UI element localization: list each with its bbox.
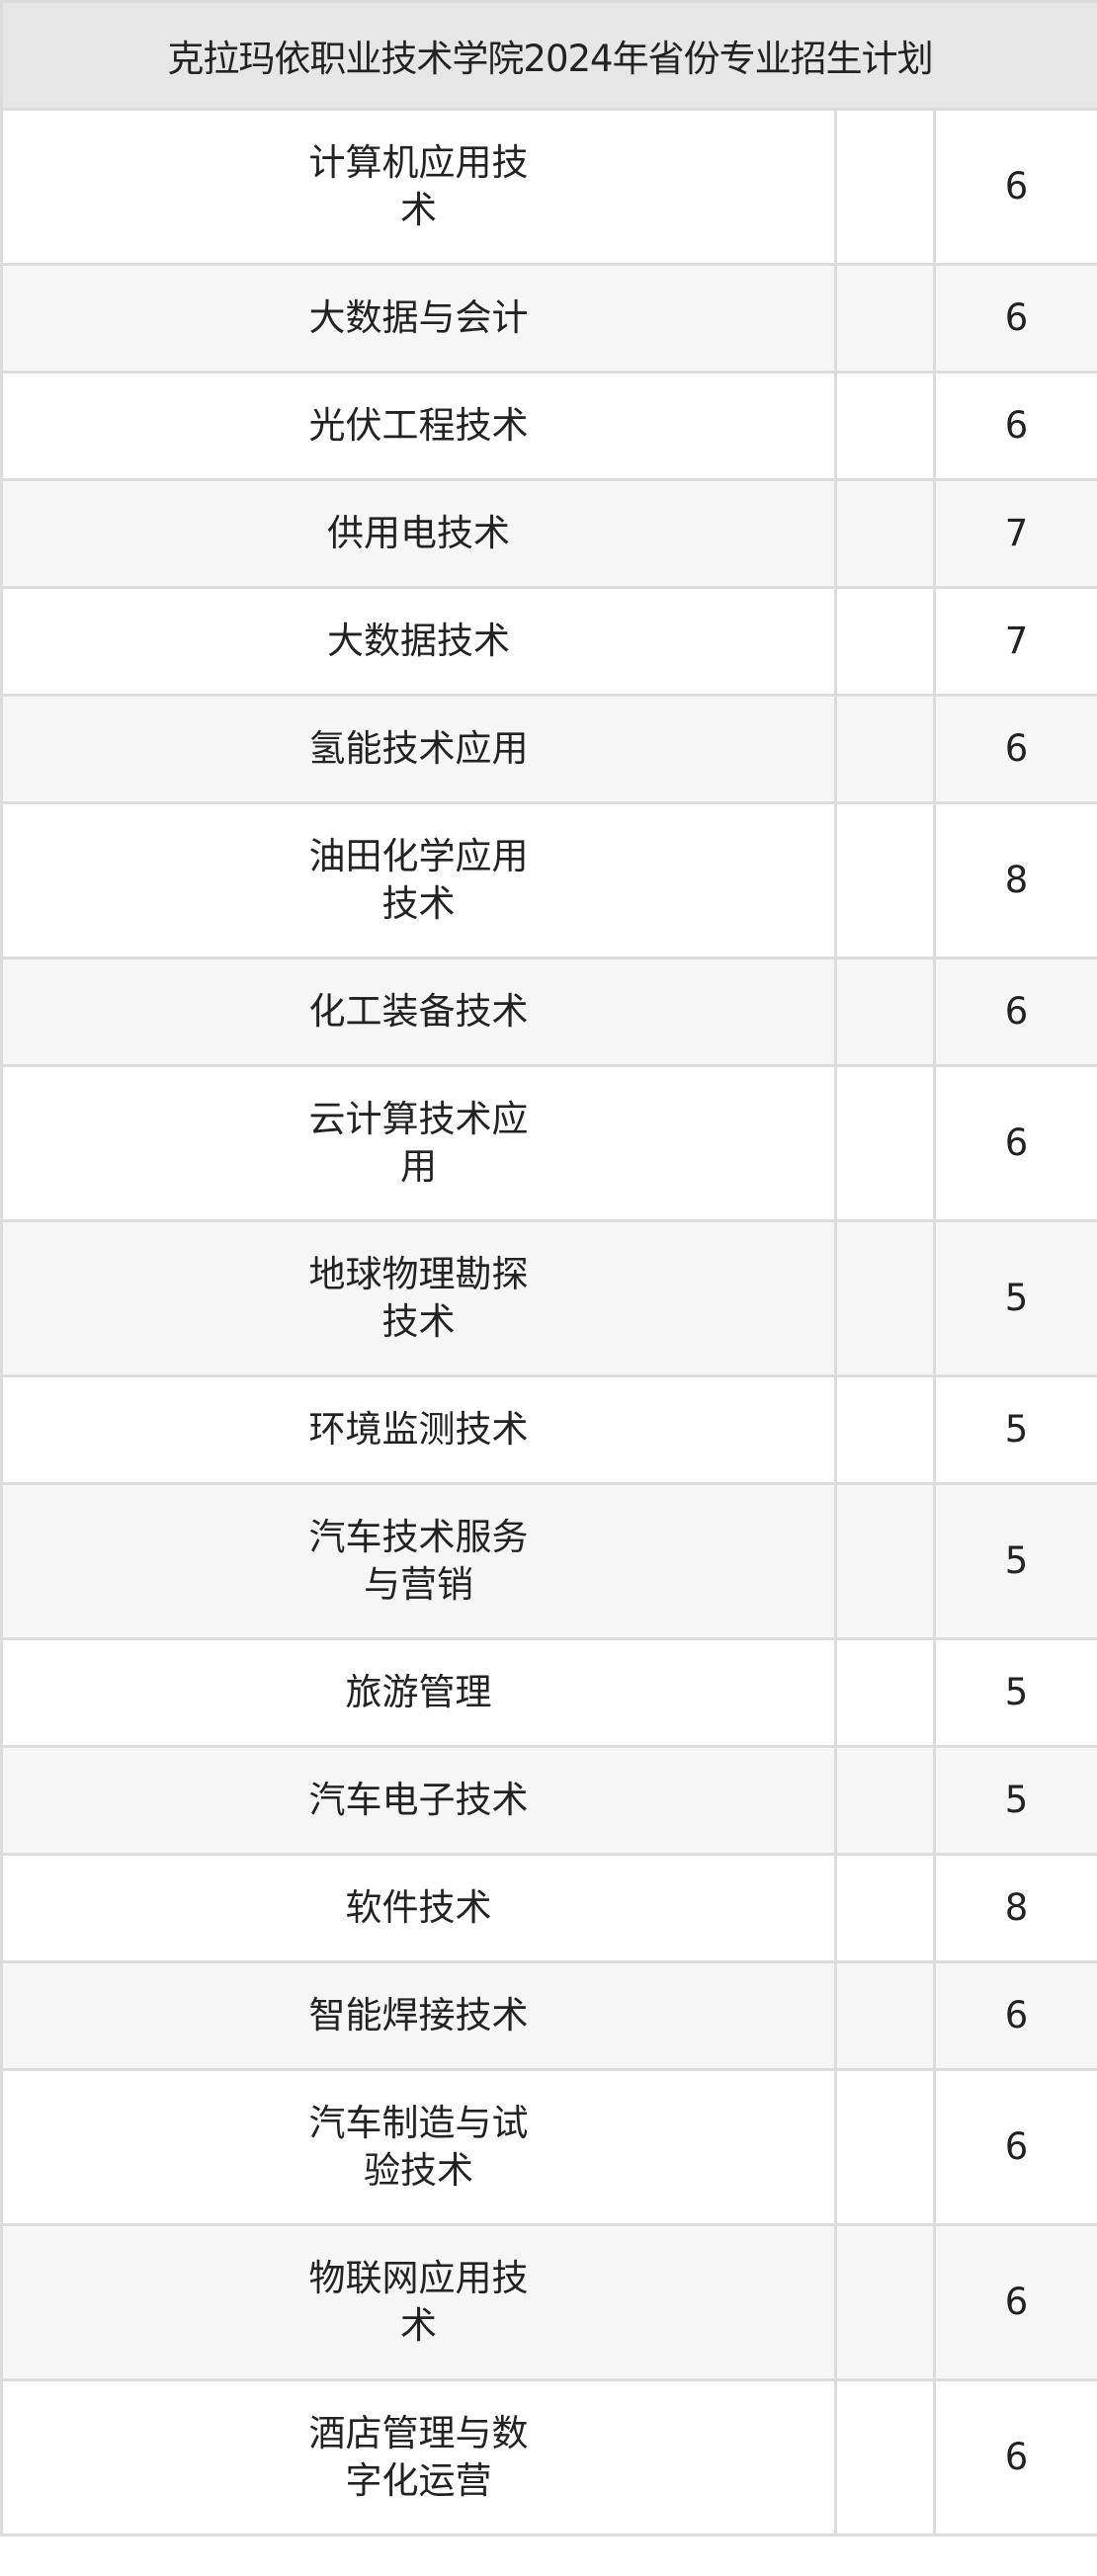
count-cell: 6 — [932, 371, 1097, 481]
major-name: 化工装备技术 — [308, 990, 529, 1033]
major-name: 大数据与会计 — [308, 296, 529, 339]
major-name: 大数据技术 — [327, 620, 510, 662]
count-cell: 8 — [932, 801, 1097, 959]
count-cell: 6 — [932, 956, 1097, 1067]
major-name: 供用电技术 — [327, 512, 510, 554]
count-cell: 5 — [932, 1637, 1097, 1748]
major-name: 汽车制造与试验技术 — [308, 2102, 529, 2192]
table-row: 地球物理勘探技术 5 — [0, 1219, 1097, 1377]
extra-cell — [834, 1219, 936, 1377]
major-cell: 汽车技术服务与营销 — [0, 1482, 837, 1640]
table-row: 计算机应用技术 6 — [0, 108, 1097, 266]
extra-cell — [834, 694, 936, 804]
count-cell: 6 — [932, 263, 1097, 374]
major-cell: 环境监测技术 — [0, 1374, 837, 1485]
table-row: 智能焊接技术 6 — [0, 1960, 1097, 2071]
major-name: 智能焊接技术 — [308, 1994, 529, 2036]
major-name: 计算机应用技术 — [308, 141, 529, 231]
major-name: 汽车电子技术 — [308, 1779, 529, 1821]
major-name: 软件技术 — [345, 1886, 492, 1929]
table-row: 物联网应用技术 6 — [0, 2223, 1097, 2381]
table-row: 汽车技术服务与营销 5 — [0, 1482, 1097, 1640]
count-cell: 6 — [932, 108, 1097, 266]
major-name: 环境监测技术 — [308, 1408, 529, 1451]
major-cell: 汽车制造与试验技术 — [0, 2068, 837, 2226]
table-row: 光伏工程技术 6 — [0, 371, 1097, 481]
extra-cell — [834, 801, 936, 959]
extra-cell — [834, 1064, 936, 1222]
major-cell: 智能焊接技术 — [0, 1960, 837, 2071]
count-cell: 5 — [932, 1482, 1097, 1640]
major-name: 旅游管理 — [345, 1671, 492, 1713]
table-row: 汽车制造与试验技术 6 — [0, 2068, 1097, 2226]
table-row: 化工装备技术 6 — [0, 956, 1097, 1067]
extra-cell — [834, 1637, 936, 1748]
major-name: 云计算技术应用 — [308, 1098, 529, 1188]
major-cell: 旅游管理 — [0, 1637, 837, 1748]
table-row: 环境监测技术 5 — [0, 1374, 1097, 1485]
major-name: 地球物理勘探技术 — [308, 1253, 529, 1343]
table-row: 云计算技术应用 6 — [0, 1064, 1097, 1222]
extra-cell — [834, 1853, 936, 1963]
major-cell: 汽车电子技术 — [0, 1745, 837, 1856]
extra-cell — [834, 1374, 936, 1485]
major-cell: 计算机应用技术 — [0, 108, 837, 266]
table-row: 大数据技术 7 — [0, 586, 1097, 697]
count-cell: 6 — [932, 2378, 1097, 2536]
count-cell: 8 — [932, 1853, 1097, 1963]
major-name: 光伏工程技术 — [308, 404, 529, 447]
major-name: 汽车技术服务与营销 — [308, 1516, 529, 1606]
count-cell: 5 — [932, 1745, 1097, 1856]
extra-cell — [834, 2068, 936, 2226]
count-cell: 6 — [932, 2068, 1097, 2226]
extra-cell — [834, 956, 936, 1067]
extra-cell — [834, 1960, 936, 2071]
major-cell: 氢能技术应用 — [0, 694, 837, 804]
table-row: 供用电技术 7 — [0, 478, 1097, 589]
major-cell: 酒店管理与数字化运营 — [0, 2378, 837, 2536]
extra-cell — [834, 478, 936, 589]
count-cell: 6 — [932, 2223, 1097, 2381]
count-cell: 7 — [932, 586, 1097, 697]
major-cell: 大数据与会计 — [0, 263, 837, 374]
count-cell: 7 — [932, 478, 1097, 589]
table-body: 计算机应用技术 6 大数据与会计 6 光伏工程技术 6 供用电技术 7 大数据技术 7 氢能技术应用… — [0, 108, 1097, 2536]
table-row: 软件技术 8 — [0, 1853, 1097, 1963]
table-row: 旅游管理 5 — [0, 1637, 1097, 1748]
count-cell: 6 — [932, 694, 1097, 804]
extra-cell — [834, 1482, 936, 1640]
table-row: 酒店管理与数字化运营 6 — [0, 2378, 1097, 2536]
count-cell: 6 — [932, 1064, 1097, 1222]
major-cell: 软件技术 — [0, 1853, 837, 1963]
major-cell: 物联网应用技术 — [0, 2223, 837, 2381]
count-cell: 5 — [932, 1374, 1097, 1485]
major-cell: 供用电技术 — [0, 478, 837, 589]
major-cell: 化工装备技术 — [0, 956, 837, 1067]
extra-cell — [834, 586, 936, 697]
major-cell: 云计算技术应用 — [0, 1064, 837, 1222]
extra-cell — [834, 371, 936, 481]
table-row: 大数据与会计 6 — [0, 263, 1097, 374]
table-title: 克拉玛依职业技术学院2024年省份专业招生计划 — [0, 0, 1097, 111]
major-name: 酒店管理与数字化运营 — [308, 2412, 529, 2502]
table-row: 氢能技术应用 6 — [0, 694, 1097, 804]
extra-cell — [834, 263, 936, 374]
extra-cell — [834, 108, 936, 266]
major-cell: 油田化学应用技术 — [0, 801, 837, 959]
extra-cell — [834, 1745, 936, 1856]
major-cell: 光伏工程技术 — [0, 371, 837, 481]
major-cell: 地球物理勘探技术 — [0, 1219, 837, 1377]
major-name: 油田化学应用技术 — [308, 835, 529, 925]
count-cell: 6 — [932, 1960, 1097, 2071]
table-row: 油田化学应用技术 8 — [0, 801, 1097, 959]
table-header-row: 克拉玛依职业技术学院2024年省份专业招生计划 — [0, 0, 1097, 111]
extra-cell — [834, 2223, 936, 2381]
extra-cell — [834, 2378, 936, 2536]
major-cell: 大数据技术 — [0, 586, 837, 697]
count-cell: 5 — [932, 1219, 1097, 1377]
major-name: 氢能技术应用 — [308, 727, 529, 770]
table-row: 汽车电子技术 5 — [0, 1745, 1097, 1856]
major-name: 物联网应用技术 — [308, 2257, 529, 2347]
